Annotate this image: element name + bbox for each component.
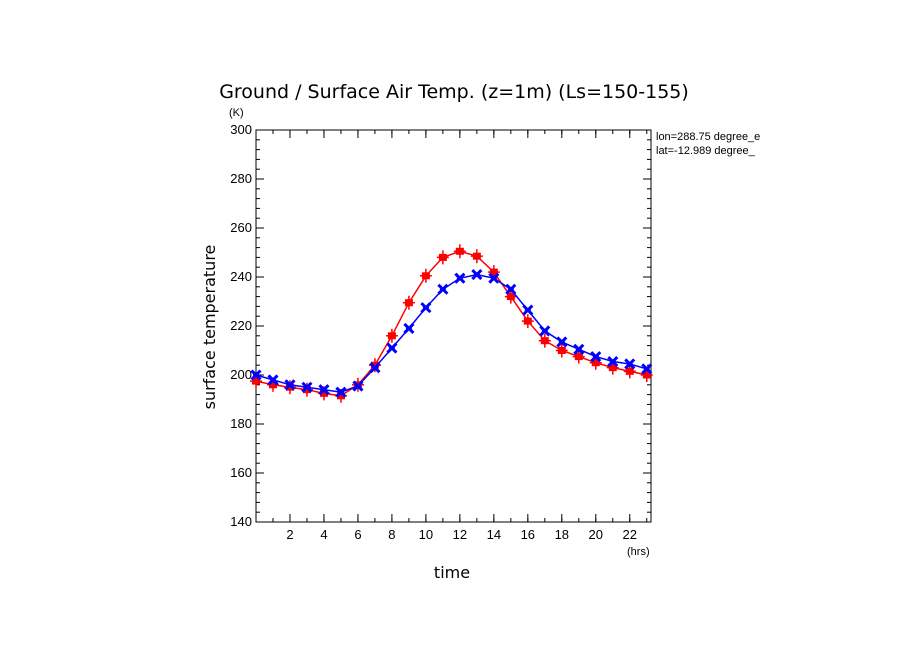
plot-frame xyxy=(255,129,652,523)
data-point xyxy=(556,336,568,348)
data-point xyxy=(403,322,415,335)
data-point xyxy=(522,304,534,316)
x-tick-label: 10 xyxy=(419,527,433,542)
x-tick-label: 18 xyxy=(555,527,569,542)
x-tick-label: 14 xyxy=(487,527,501,542)
x-tick-label: 22 xyxy=(623,527,637,542)
y-axis-title: surface temperature xyxy=(200,245,219,410)
data-point xyxy=(573,343,585,355)
data-point xyxy=(538,333,551,348)
y-tick-label: 240 xyxy=(230,269,252,284)
y-tick-label: 200 xyxy=(230,367,252,382)
x-axis-title: time xyxy=(434,563,470,582)
data-point xyxy=(488,272,500,284)
data-point xyxy=(419,268,432,283)
data-point xyxy=(369,362,381,374)
data-point xyxy=(504,289,517,304)
x-tick-label: 16 xyxy=(521,527,535,542)
data-point xyxy=(607,355,619,368)
annotation-lat: lat=-12.989 degree_ xyxy=(656,145,756,157)
y-tick-label: 140 xyxy=(230,514,252,529)
y-tick-label: 180 xyxy=(230,416,252,431)
x-tick-label: 8 xyxy=(388,527,395,542)
y-unit-label: (K) xyxy=(229,107,244,119)
data-point xyxy=(521,314,534,329)
data-point xyxy=(318,384,330,396)
series-line-2 xyxy=(255,273,648,393)
data-point xyxy=(470,249,483,264)
data-point xyxy=(284,379,296,391)
data-point xyxy=(505,283,517,295)
y-tick-label: 260 xyxy=(230,220,252,235)
x-tick-label: 12 xyxy=(453,527,467,542)
data-point xyxy=(624,358,636,370)
data-point xyxy=(352,380,364,392)
data-point xyxy=(335,386,347,398)
x-tick-label: 4 xyxy=(320,527,327,542)
data-point xyxy=(623,364,636,379)
data-point xyxy=(471,268,483,281)
x-tick-label: 2 xyxy=(286,527,293,542)
data-point xyxy=(572,349,585,364)
data-point xyxy=(402,295,415,310)
data-point xyxy=(454,272,466,284)
y-tick-label: 300 xyxy=(230,122,252,137)
chart-title: Ground / Surface Air Temp. (z=1m) (Ls=15… xyxy=(219,81,689,103)
data-point xyxy=(590,351,602,363)
data-point xyxy=(301,381,313,393)
data-point xyxy=(250,369,262,381)
data-point xyxy=(555,343,568,358)
series-line-1 xyxy=(255,250,647,397)
data-point xyxy=(539,325,551,337)
x-unit-label: (hrs) xyxy=(627,546,650,558)
data-point xyxy=(420,302,432,314)
x-tick-label: 20 xyxy=(589,527,603,542)
data-point xyxy=(267,374,279,386)
data-point xyxy=(453,244,466,259)
y-tick-label: 160 xyxy=(230,465,252,480)
data-point xyxy=(436,250,449,265)
data-point xyxy=(641,363,653,375)
x-tick-label: 6 xyxy=(354,527,361,542)
data-point xyxy=(386,342,398,354)
y-tick-label: 280 xyxy=(230,171,252,186)
annotation-lon: lon=288.75 degree_e xyxy=(656,131,760,143)
data-point xyxy=(437,283,449,295)
y-tick-label: 220 xyxy=(230,318,252,333)
data-point xyxy=(385,328,398,343)
